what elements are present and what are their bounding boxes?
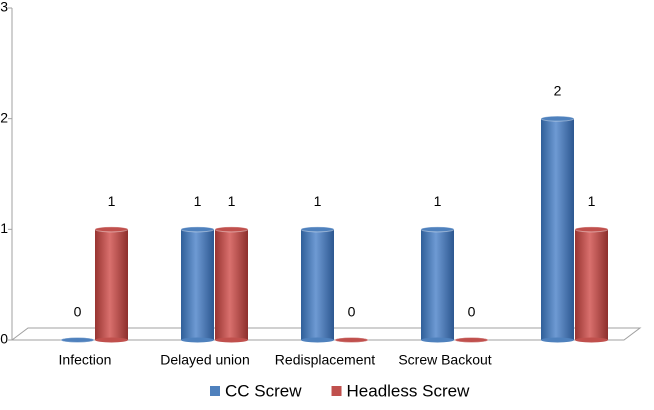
bar-base (181, 337, 214, 343)
x-tick-label: Screw Backout (398, 352, 491, 368)
legend-swatch (210, 386, 220, 396)
bar-cap (540, 115, 575, 122)
data-label: 0 (468, 304, 476, 320)
bar-cap (94, 226, 129, 233)
x-tick-label: Infection (59, 352, 112, 368)
y-tick-label: 2 (0, 109, 8, 125)
bar-cap (300, 226, 335, 233)
data-label: 1 (434, 193, 442, 209)
data-label: 1 (194, 193, 202, 209)
data-label: 1 (108, 193, 116, 209)
bar-base (215, 337, 248, 343)
bar-base (301, 337, 334, 343)
bar-cap (334, 337, 369, 343)
bar (95, 229, 128, 340)
bar-cap (180, 226, 215, 233)
bar (575, 229, 608, 340)
data-label: 0 (348, 304, 356, 320)
bar (301, 229, 334, 340)
bar (181, 229, 214, 340)
bar (541, 118, 574, 341)
y-tick-label: 3 (0, 0, 8, 15)
bar-cap (214, 226, 249, 233)
bar-cap (60, 337, 95, 343)
data-label: 1 (588, 193, 596, 209)
legend-label: CC Screw (225, 381, 302, 400)
bar (421, 229, 454, 340)
x-tick-label: Redisplacement (275, 352, 375, 368)
bar-base (421, 337, 454, 343)
legend-label: Headless Screw (347, 381, 471, 400)
x-tick-label: Delayed union (160, 352, 250, 368)
bar-cap (454, 337, 489, 343)
data-label: 1 (314, 193, 322, 209)
bar (215, 229, 248, 340)
legend-swatch (331, 386, 342, 396)
bar-cap (420, 226, 455, 233)
bar-base (541, 337, 574, 343)
y-tick-label: 0 (0, 331, 8, 347)
bar-cap (574, 226, 609, 233)
data-label: 0 (74, 304, 82, 320)
bar-base (575, 337, 608, 343)
data-label: 2 (554, 82, 562, 98)
y-tick-label: 1 (0, 220, 8, 236)
data-label: 1 (228, 193, 236, 209)
bar-base (95, 337, 128, 343)
